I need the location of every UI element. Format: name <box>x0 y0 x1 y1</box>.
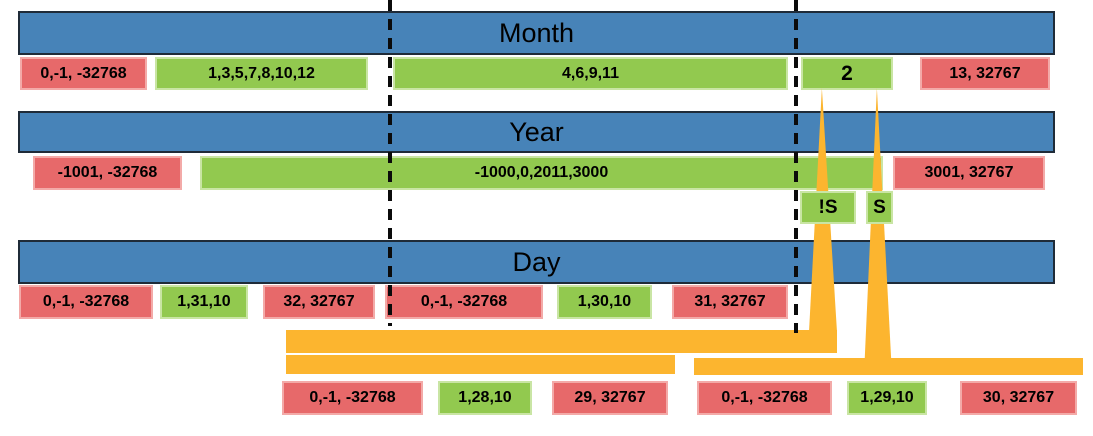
year-invalid-low-partition: -1001, -32768 <box>33 156 182 190</box>
feb-nonleap-valid-partition: 1,28,10 <box>438 381 532 415</box>
boundary-dashed-line-2 <box>794 0 798 333</box>
month-invalid-low-partition: 0,-1, -32768 <box>20 57 147 90</box>
month-range-bar: Month <box>18 11 1055 55</box>
feb-leap-invalid-low-partition: 0,-1, -32768 <box>697 381 832 415</box>
non-leap-group-underline-bar <box>286 355 675 374</box>
year-valid-partition: -1000,0,2011,3000 <box>200 156 883 190</box>
feb-leap-valid-partition: 1,29,10 <box>847 381 927 415</box>
day-valid-partition-30: 1,30,10 <box>557 285 652 319</box>
feb-nonleap-invalid-high-partition: 29, 32767 <box>552 381 668 415</box>
month-31day-partition: 1,3,5,7,8,10,12 <box>155 57 368 90</box>
non-leap-flag-box: !S <box>800 191 856 224</box>
day-valid-partition-31: 1,31,10 <box>160 285 248 319</box>
month-february-partition: 2 <box>801 57 893 90</box>
non-leap-connector-bar <box>286 330 837 353</box>
day-range-bar: Day <box>18 240 1055 284</box>
day-invalid-low-partition-31: 0,-1, -32768 <box>19 285 153 319</box>
day-invalid-high-partition-30: 31, 32767 <box>672 285 788 319</box>
boundary-dashed-line-1 <box>388 0 392 326</box>
month-invalid-high-partition: 13, 32767 <box>920 57 1050 90</box>
day-invalid-high-partition-31: 32, 32767 <box>263 285 375 319</box>
leap-flag-box: S <box>866 191 893 224</box>
year-range-bar: Year <box>18 111 1055 153</box>
feb-leap-invalid-high-partition: 30, 32767 <box>960 381 1077 415</box>
feb-nonleap-invalid-low-partition: 0,-1, -32768 <box>282 381 423 415</box>
leap-group-underline-bar <box>694 358 1083 375</box>
day-invalid-low-partition-30: 0,-1, -32768 <box>385 285 543 319</box>
month-30day-partition: 4,6,9,11 <box>393 57 788 90</box>
year-invalid-high-partition: 3001, 32767 <box>893 156 1045 190</box>
